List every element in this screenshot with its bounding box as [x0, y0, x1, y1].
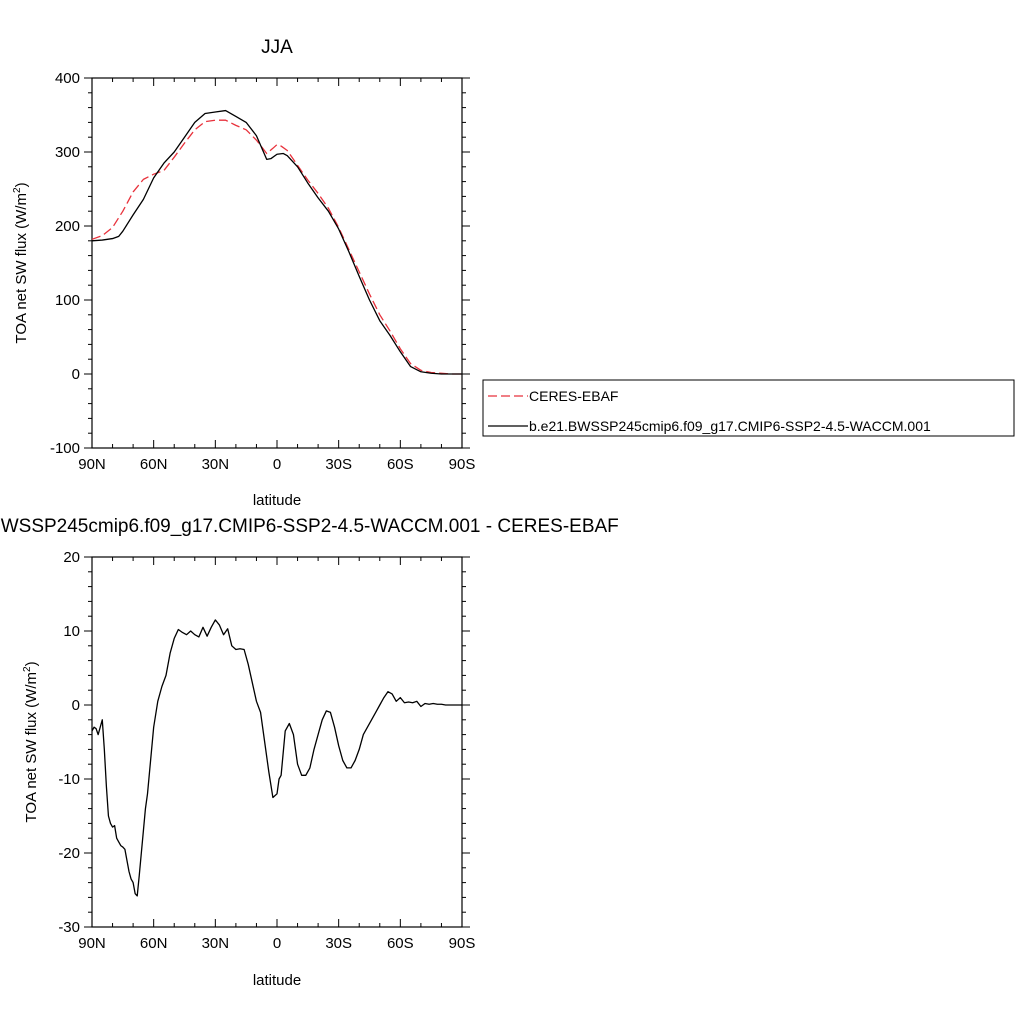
legend-box [482, 379, 1015, 437]
bottom-y-tick-label: -20 [58, 845, 80, 862]
bottom-x-tick-label: 90S [449, 935, 476, 952]
legend-label-model: b.e21.BWSSP245cmip6.f09_g17.CMIP6-SSP2-4… [529, 418, 931, 434]
top-series-lines [91, 109, 462, 375]
top-y-tick-label: -100 [50, 440, 80, 457]
top-y-axis-label: TOA net SW flux (W/m2) [12, 182, 30, 343]
top-series-line-1 [91, 109, 462, 375]
bottom-x-tick-label: 60N [140, 935, 168, 952]
top-x-tick-label: 60S [387, 456, 414, 473]
bottom-chart-title: b.e21.BWSSP245cmip6.f09_g17.CMIP6-SSP2-4… [0, 516, 619, 537]
legend-label-ceres: CERES-EBAF [529, 388, 618, 404]
bottom-y-tick-label: 0 [72, 697, 80, 714]
top-y-tick-label: 200 [55, 218, 80, 235]
top-x-axis-label: latitude [253, 492, 301, 509]
bottom-x-tick-label: 90N [78, 935, 106, 952]
bottom-y-tick-label: -30 [58, 919, 80, 936]
top-y-tick-label: 0 [72, 366, 80, 383]
bottom-y-tick-label: 10 [63, 623, 80, 640]
top-y-tick-label: 300 [55, 144, 80, 161]
bottom-axis-ticks: 90N 60N 30N 0 30S 60S 90S -30 -20 -10 0 10 20 [58, 549, 475, 952]
bottom-y-tick-label: 20 [63, 549, 80, 566]
top-series-line-0 [91, 119, 462, 375]
bottom-y-axis-label: TOA net SW flux (W/m2) [22, 661, 40, 822]
top-x-tick-label: 30N [202, 456, 230, 473]
bottom-x-tick-label: 30S [325, 935, 352, 952]
bottom-x-axis-label: latitude [253, 972, 301, 989]
bottom-series-line-0 [91, 619, 462, 897]
top-x-tick-label: 60N [140, 456, 168, 473]
bottom-series-lines [91, 619, 462, 897]
legend: CERES-EBAF b.e21.BWSSP245cmip6.f09_g17.C… [482, 379, 1015, 437]
top-plot-frame [91, 77, 463, 449]
bottom-x-tick-label: 0 [273, 935, 281, 952]
top-x-tick-label: 0 [273, 456, 281, 473]
top-y-tick-label: 100 [55, 292, 80, 309]
top-panel: JJA 90N 60N 30N 0 30S 60S 90S -100 0 100 200 300 400… [12, 37, 1015, 509]
top-y-tick-label: 400 [55, 70, 80, 87]
bottom-panel: b.e21.BWSSP245cmip6.f09_g17.CMIP6-SSP2-4… [0, 516, 619, 989]
bottom-plot-frame [91, 556, 463, 928]
top-x-tick-label: 90N [78, 456, 106, 473]
bottom-x-tick-label: 30N [202, 935, 230, 952]
top-x-tick-label: 90S [449, 456, 476, 473]
top-chart-title: JJA [261, 37, 293, 58]
bottom-y-tick-label: -10 [58, 771, 80, 788]
top-x-tick-label: 30S [325, 456, 352, 473]
bottom-x-tick-label: 60S [387, 935, 414, 952]
top-axis-ticks: 90N 60N 30N 0 30S 60S 90S -100 0 100 200 300 400 [50, 70, 475, 473]
